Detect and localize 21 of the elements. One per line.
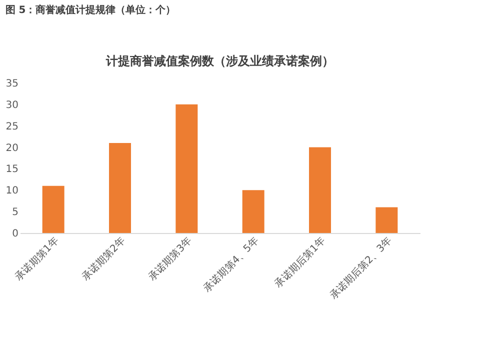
y-tick-label: 20 (6, 142, 18, 154)
y-tick-label: 5 (12, 207, 18, 218)
y-tick-label: 25 (6, 121, 18, 132)
bar (42, 186, 64, 233)
x-tick-label: 承诺期第2年 (79, 234, 128, 284)
bar (376, 207, 398, 233)
y-tick-label: 30 (6, 100, 18, 111)
y-tick-label: 10 (6, 186, 18, 197)
y-tick-label: 0 (12, 228, 18, 240)
x-tick-label: 承诺期后第1年 (272, 234, 328, 290)
bar (309, 147, 331, 233)
y-tick-label: 35 (6, 78, 18, 90)
x-tick-label: 承诺期第3年 (146, 234, 194, 284)
x-tick-label: 承诺期第4、5年 (201, 234, 262, 295)
y-tick-label: 15 (6, 164, 18, 176)
bar (242, 190, 264, 233)
bar (109, 143, 131, 233)
x-tick-label: 承诺期后第2、3年 (327, 234, 394, 302)
chart-title: 图 5：商誉减值计提规律（单位：个） (5, 4, 176, 16)
bar (176, 104, 198, 233)
chart-subtitle: 计提商誉减值案例数（涉及业绩承诺案例） (105, 54, 334, 68)
